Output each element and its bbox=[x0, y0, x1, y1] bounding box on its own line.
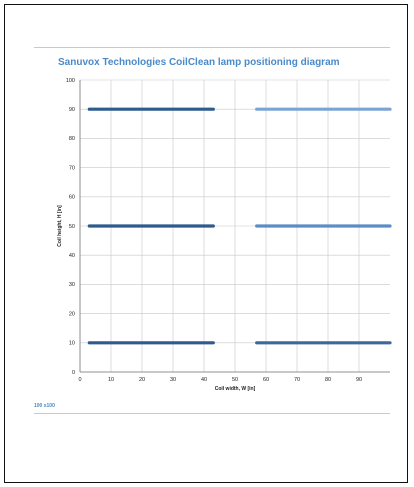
y-tick-label: 20 bbox=[69, 311, 75, 317]
y-tick-label: 40 bbox=[69, 253, 75, 259]
x-axis-label: Coil width, W [in] bbox=[215, 386, 256, 392]
tick-labels: 0 10 20 30 40 50 60 70 80 90 100 0 10 20 30 40 50 60 70 80 9… bbox=[66, 78, 362, 383]
y-axis-label: Coil height, H [in] bbox=[57, 205, 63, 247]
y-tick-label: 80 bbox=[69, 136, 75, 142]
x-tick-label: 50 bbox=[232, 377, 238, 383]
x-tick-label: 60 bbox=[263, 377, 269, 383]
x-tick-label: 90 bbox=[356, 377, 362, 383]
x-tick-label: 30 bbox=[170, 377, 176, 383]
lamp-series bbox=[87, 107, 392, 345]
footer-code: 100 x100 bbox=[34, 403, 55, 409]
x-tick-label: 10 bbox=[108, 377, 114, 383]
chart-title: Sanuvox Technologies CoilClean lamp posi… bbox=[58, 57, 340, 68]
footer-rule bbox=[34, 413, 390, 414]
document-page bbox=[4, 4, 408, 483]
x-tick-label: 80 bbox=[325, 377, 331, 383]
x-tick-label: 20 bbox=[139, 377, 145, 383]
y-tick-label: 30 bbox=[69, 282, 75, 288]
y-tick-label: 100 bbox=[66, 78, 75, 84]
y-tick-label: 50 bbox=[69, 224, 75, 230]
chart-axes bbox=[79, 80, 390, 373]
y-tick-label: 90 bbox=[69, 107, 75, 113]
y-tick-label: 60 bbox=[69, 195, 75, 201]
x-tick-label: 0 bbox=[78, 377, 81, 383]
x-tick-label: 40 bbox=[201, 377, 207, 383]
x-tick-label: 70 bbox=[294, 377, 300, 383]
y-tick-label: 10 bbox=[69, 341, 75, 347]
y-tick-label: 0 bbox=[72, 370, 75, 376]
y-tick-label: 70 bbox=[69, 165, 75, 171]
header-rule bbox=[34, 47, 390, 48]
